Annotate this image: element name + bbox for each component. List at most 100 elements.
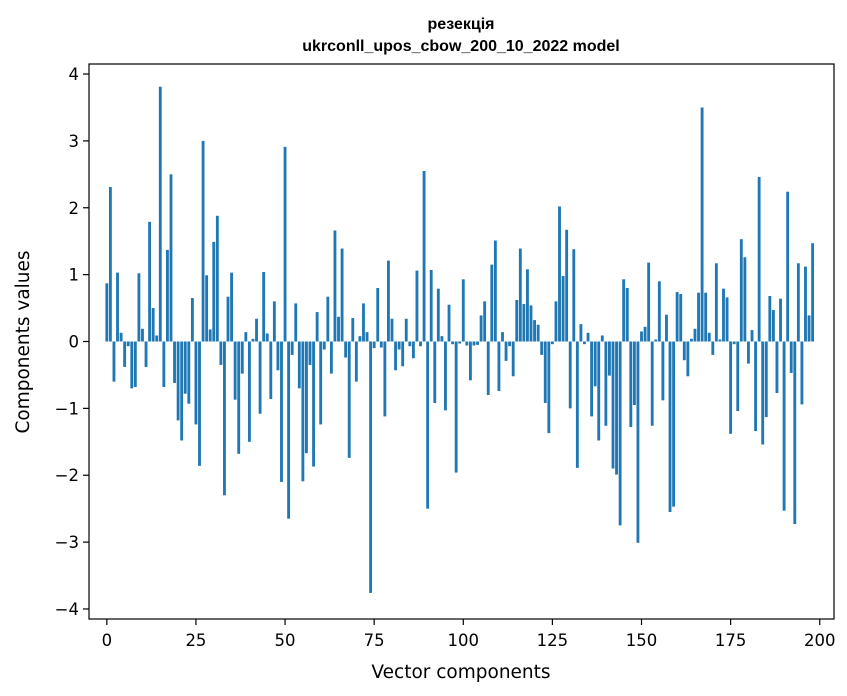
bar xyxy=(272,301,276,342)
bar xyxy=(112,341,116,382)
bar xyxy=(201,140,205,342)
bar xyxy=(269,341,273,400)
bar xyxy=(636,341,640,543)
x-axis-ticks: 0 25 50 75 100 125 150 175 200 xyxy=(102,619,835,650)
y-tick-label: 2 xyxy=(69,199,80,218)
bar xyxy=(600,335,604,342)
x-tick-label: 0 xyxy=(102,631,113,650)
y-tick-label: −4 xyxy=(55,600,79,619)
bar xyxy=(461,279,465,342)
y-tick-label: 4 xyxy=(69,65,80,84)
bar xyxy=(657,281,661,342)
bar xyxy=(148,221,152,342)
bar xyxy=(166,249,169,342)
bar xyxy=(643,326,647,342)
bar xyxy=(130,341,134,389)
bar xyxy=(251,338,255,342)
bar xyxy=(714,263,718,342)
bar xyxy=(522,304,526,342)
bar xyxy=(689,338,693,342)
bar xyxy=(387,260,390,342)
bar xyxy=(337,316,340,342)
bar xyxy=(793,341,797,525)
bar xyxy=(119,332,123,342)
bar xyxy=(176,341,180,421)
bar xyxy=(472,341,476,346)
bar xyxy=(754,341,757,432)
bar xyxy=(700,107,704,342)
bar xyxy=(486,341,490,395)
bar xyxy=(529,305,533,342)
x-tick-label: 175 xyxy=(715,631,747,650)
bar xyxy=(515,300,519,342)
bar xyxy=(258,341,262,414)
y-tick-label: −2 xyxy=(55,466,79,485)
bar xyxy=(672,341,676,507)
bar xyxy=(265,333,269,342)
bars-group xyxy=(105,86,815,593)
bar xyxy=(155,335,159,342)
bar xyxy=(444,341,447,411)
bar xyxy=(237,341,241,454)
bar xyxy=(579,324,583,342)
bar xyxy=(411,341,415,359)
bar xyxy=(326,296,330,342)
bar xyxy=(315,312,319,342)
bar xyxy=(226,296,230,342)
bar xyxy=(747,341,750,364)
bar xyxy=(340,248,344,342)
bar xyxy=(198,341,201,466)
bar xyxy=(654,339,658,342)
bar xyxy=(650,341,654,426)
bar xyxy=(800,341,804,405)
bar xyxy=(133,341,137,387)
bar xyxy=(301,341,305,482)
bar xyxy=(365,332,369,342)
bar xyxy=(618,341,622,526)
bar xyxy=(722,288,725,342)
y-axis-label: Components values xyxy=(13,250,34,433)
bar xyxy=(711,341,715,355)
bar xyxy=(369,341,373,593)
bar xyxy=(372,341,376,349)
bar xyxy=(354,341,358,382)
bar xyxy=(322,341,326,350)
bar xyxy=(429,269,433,342)
bar xyxy=(540,341,544,355)
bar xyxy=(233,341,237,400)
bar xyxy=(376,288,380,342)
bar xyxy=(611,341,615,469)
bar xyxy=(137,273,141,342)
bar xyxy=(280,341,283,482)
bar xyxy=(458,341,462,344)
bar xyxy=(297,341,301,389)
bar xyxy=(526,269,529,342)
y-axis-ticks: −4 −3 −2 −1 0 1 2 3 4 xyxy=(55,65,89,619)
y-tick-label: −1 xyxy=(55,399,79,418)
bar xyxy=(739,239,743,342)
bar xyxy=(223,341,226,496)
bar xyxy=(493,240,497,342)
bar xyxy=(305,341,308,454)
bar xyxy=(244,332,248,342)
bar xyxy=(533,320,536,342)
bar xyxy=(215,215,219,342)
bar xyxy=(419,341,422,347)
chart-subtitle: ukrconll_upos_cbow_200_10_2022 model xyxy=(302,38,619,55)
bar xyxy=(604,341,608,426)
x-tick-label: 50 xyxy=(275,631,296,650)
bar xyxy=(333,230,337,342)
bar xyxy=(351,318,355,342)
bar xyxy=(597,341,601,441)
bar xyxy=(408,341,412,347)
bar xyxy=(675,292,679,342)
bar xyxy=(344,341,348,358)
bar xyxy=(590,341,594,417)
bar xyxy=(547,341,551,434)
bar xyxy=(415,270,419,342)
bar xyxy=(640,331,643,342)
bar xyxy=(476,341,479,345)
bar xyxy=(205,275,209,342)
bar xyxy=(729,341,733,434)
bar xyxy=(440,336,444,342)
